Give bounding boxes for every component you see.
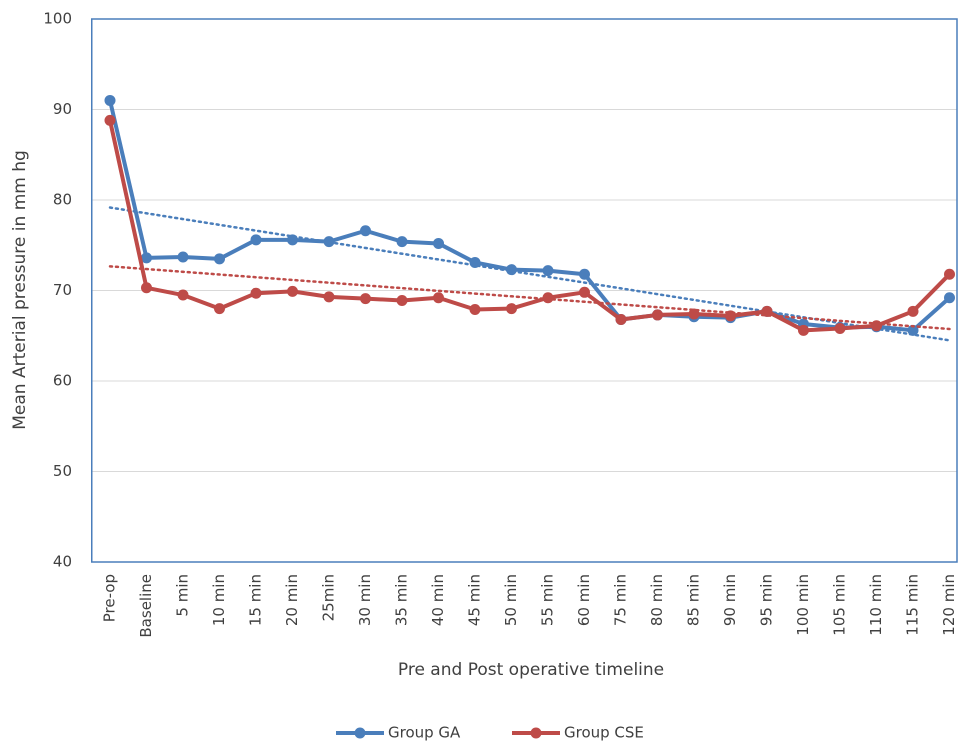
data-point [177,289,189,301]
data-point [287,285,298,297]
data-point [761,305,773,317]
data-point [104,94,116,106]
legend-item: Group GA [336,724,461,742]
plot-border [91,18,958,563]
data-point [579,268,590,280]
x-tick-label: 100 min [794,574,812,636]
y-tick-label: 50 [53,462,72,480]
y-tick-label: 90 [53,100,72,118]
data-point [433,237,444,249]
x-tick-label: Pre-op [101,574,119,622]
data-point [542,265,554,277]
x-tick-label: 25min [320,574,338,621]
x-tick-label: Baseline [137,574,155,638]
legend-label: Group GA [388,724,461,742]
x-tick-label: 80 min [648,574,666,626]
data-point [360,293,371,305]
x-tick-label: 115 min [904,574,922,636]
data-point [506,264,517,276]
trendline [108,265,951,331]
data-point [907,324,919,336]
y-tick-label: 70 [53,281,72,299]
legend-label: Group CSE [564,724,644,742]
x-tick-label: 55 min [539,574,557,626]
data-point [469,256,481,268]
x-tick-label: 45 min [466,574,484,626]
y-tick-label: 40 [53,553,72,571]
x-tick-label: 50 min [502,574,520,626]
x-tick-label: 95 min [758,574,776,626]
legend-item: Group CSE [512,724,644,742]
data-point [250,234,262,246]
data-point [141,282,152,294]
data-point [433,292,444,304]
data-point [141,252,152,264]
x-tick-label: 5 min [174,574,192,617]
data-point [688,308,700,320]
data-point [834,323,846,335]
data-point [104,114,116,126]
data-point [907,305,919,317]
x-tick-label: 75 min [612,574,630,626]
data-point [287,234,298,246]
x-tick-label: 20 min [283,574,301,626]
data-point [396,294,408,306]
data-point [469,304,481,316]
x-tick-label: 85 min [685,574,703,626]
data-point [396,236,408,248]
data-point [652,309,663,321]
x-tick-label: 60 min [575,574,593,626]
data-point [360,225,371,237]
data-point [798,324,809,336]
y-tick-label: 80 [53,191,72,209]
x-tick-label: 15 min [247,574,265,626]
data-point [177,251,189,263]
data-point [214,253,225,265]
y-axis-title: Mean Arterial pressure in mm hg [10,150,30,430]
x-tick-label: 105 min [831,574,849,636]
x-tick-label: 35 min [393,574,411,626]
data-point [871,320,882,332]
x-axis-title: Pre and Post operative timeline [398,660,664,680]
data-point [250,287,262,299]
series-line [108,119,951,333]
data-point [542,292,554,304]
data-point [944,292,955,304]
data-point [944,268,955,280]
y-tick-label: 60 [53,372,72,390]
data-point [323,291,335,303]
y-tick-label: 100 [43,10,72,28]
data-point [506,303,517,315]
x-tick-label: 110 min [867,574,885,636]
x-tick-label: 40 min [429,574,447,626]
x-tick-label: 30 min [356,574,374,626]
x-tick-label: 120 min [940,574,958,636]
data-point [725,310,736,322]
legend-marker [354,727,366,739]
series-line [108,99,951,333]
data-point [214,303,225,315]
x-tick-label: 90 min [721,574,739,626]
data-point [615,313,627,325]
x-tick-label: 10 min [210,574,228,626]
data-point [579,286,590,298]
data-point [323,236,335,248]
legend-marker [530,727,542,739]
